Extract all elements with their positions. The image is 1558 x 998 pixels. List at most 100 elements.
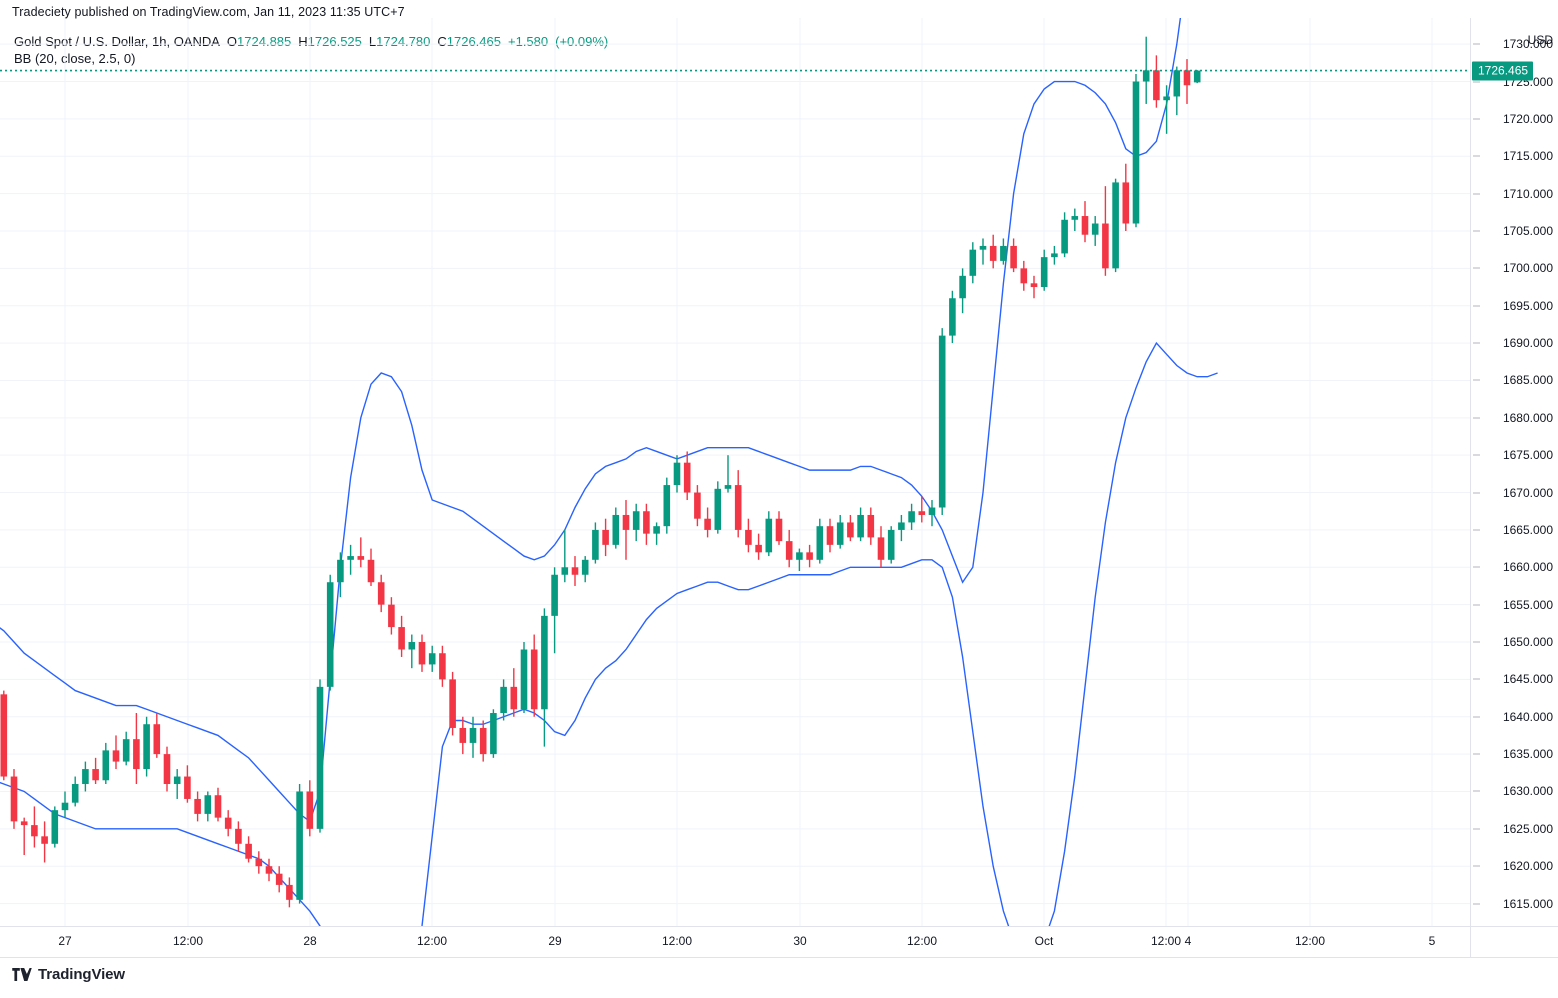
candle-body xyxy=(347,556,354,560)
candle-body xyxy=(520,649,528,710)
price-tick-label: 1730.000 xyxy=(1502,37,1553,52)
candle-body xyxy=(235,828,242,844)
price-tick-dash xyxy=(1473,155,1480,157)
candle-body xyxy=(938,335,946,508)
candle-body xyxy=(653,526,660,534)
legend-open-label: O xyxy=(226,34,238,49)
candle-body xyxy=(683,462,691,493)
candle-body xyxy=(867,514,875,538)
candle-body xyxy=(898,522,905,530)
price-scale[interactable]: 1730.000 1725.000 1720.000 1715.000 1710.000… xyxy=(1470,18,1558,926)
legend-indicator-row[interactable]: BB (20, close, 2.5, 0) xyxy=(14,51,136,66)
price-tick-dash xyxy=(1473,379,1480,381)
legend-change-pct: (+0.09%) xyxy=(555,34,609,49)
price-tick-dash xyxy=(1473,828,1480,830)
candle-body xyxy=(836,522,844,545)
candle-body xyxy=(1051,253,1058,258)
bb-lower-band xyxy=(0,341,1218,926)
price-tick-dash xyxy=(1473,454,1480,456)
candle-body xyxy=(326,582,334,687)
candle-body xyxy=(122,739,130,762)
candle-body xyxy=(1020,268,1028,284)
candle-body xyxy=(204,795,212,814)
candle-body xyxy=(31,825,38,837)
time-scale[interactable]: 27 12:00 28 12:00 29 12:00 30 12:00 Oct 12:00 4 12:… xyxy=(0,926,1558,958)
candle-body xyxy=(724,485,732,489)
candle-body xyxy=(71,784,79,803)
legend-change-abs: +1.580 xyxy=(508,34,549,49)
candle-body xyxy=(1030,283,1038,288)
candle-body xyxy=(357,556,365,560)
time-tick-label: 5 xyxy=(1428,934,1436,948)
candle-body xyxy=(1061,219,1068,254)
price-tick-dash xyxy=(1473,641,1480,643)
candle-body xyxy=(734,485,742,530)
candle-body xyxy=(602,529,609,545)
candle-body xyxy=(1081,216,1089,235)
candle-body xyxy=(1071,216,1079,220)
price-tick-label: 1685.000 xyxy=(1502,373,1553,388)
time-tick-label: 12:00 xyxy=(1150,934,1182,948)
tradingview-logo-icon xyxy=(12,968,32,981)
last-price-badge[interactable]: 1726.465 xyxy=(1472,61,1534,81)
candle-body xyxy=(714,488,722,530)
candle-body xyxy=(1132,81,1140,224)
candle-body xyxy=(214,795,222,818)
candle-body xyxy=(1091,223,1099,235)
candle-body xyxy=(61,802,69,811)
price-tick-dash xyxy=(1473,566,1480,568)
candle-body xyxy=(377,582,385,605)
candle-body xyxy=(490,713,497,755)
candle-body xyxy=(1112,182,1119,269)
candle-body xyxy=(908,511,915,523)
chart-plot-area[interactable] xyxy=(0,18,1470,926)
candle-body xyxy=(949,298,956,336)
candle-body xyxy=(163,754,171,785)
price-tick-label: 1630.000 xyxy=(1502,784,1553,799)
candle-body xyxy=(133,739,140,770)
price-tick-dash xyxy=(1473,492,1480,494)
tradingview-footer: TradingView xyxy=(12,966,125,983)
candle-body xyxy=(265,866,273,874)
candle-body xyxy=(459,727,467,743)
price-tick-label: 1645.000 xyxy=(1502,672,1553,687)
candle-body xyxy=(500,686,507,714)
candle-body xyxy=(969,249,977,276)
price-tick-dash xyxy=(1473,342,1480,344)
currency-label: USD xyxy=(1527,33,1553,47)
price-tick-label: 1710.000 xyxy=(1502,186,1553,201)
candle-body xyxy=(1183,70,1191,86)
candle-body xyxy=(622,514,630,530)
price-tick-dash xyxy=(1473,81,1480,83)
price-tick-label: 1705.000 xyxy=(1502,223,1553,238)
candle-body xyxy=(847,522,854,538)
candle-body xyxy=(887,529,895,560)
candle-body xyxy=(153,724,161,755)
candle-body xyxy=(785,541,793,560)
candle-body xyxy=(989,245,997,261)
candle-body xyxy=(612,514,620,545)
candle-body xyxy=(82,769,89,785)
legend-high-value: 1726.525 xyxy=(307,34,362,49)
price-tick-dash xyxy=(1473,716,1480,718)
time-tick-label: 12:00 xyxy=(172,934,204,948)
time-tick-label: 27 xyxy=(58,934,72,948)
candle-body xyxy=(745,529,752,545)
time-tick-label: Oct xyxy=(1034,934,1054,948)
candle-body xyxy=(857,514,864,538)
tradingview-wordmark: TradingView xyxy=(38,966,125,983)
price-tick-dash xyxy=(1473,903,1480,905)
price-tick-dash xyxy=(1473,417,1480,419)
candle-body xyxy=(245,843,252,859)
candle-body xyxy=(398,627,405,650)
candle-body xyxy=(173,776,181,785)
price-tick-label: 1655.000 xyxy=(1502,597,1553,612)
candle-body xyxy=(439,653,446,680)
candle-body xyxy=(255,858,263,867)
price-tick-label: 1680.000 xyxy=(1502,410,1553,425)
candle-body xyxy=(979,245,987,250)
price-tick-label: 1715.000 xyxy=(1502,149,1553,164)
candle-body xyxy=(316,686,324,829)
price-tick-dash xyxy=(1473,193,1480,195)
